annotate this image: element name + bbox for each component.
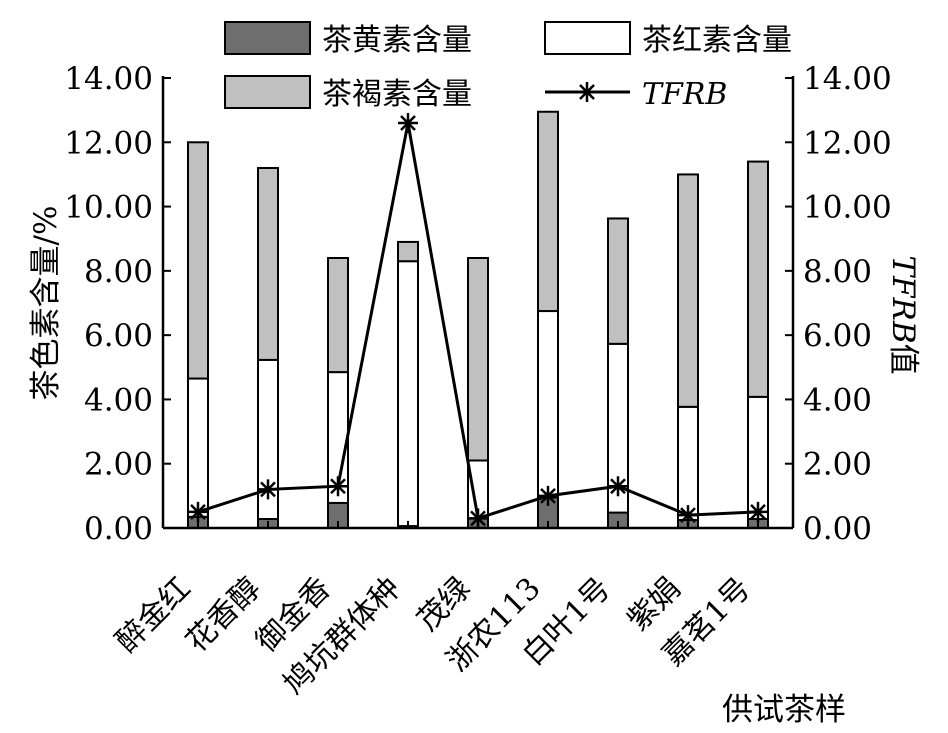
y2-axis-title-italic: TFRB (885, 255, 921, 343)
bar-3-3 (327, 257, 349, 374)
bar-3-2 (257, 167, 279, 361)
bar-2-8 (677, 405, 699, 521)
bar-3-1 (187, 141, 209, 380)
bars-layer (187, 110, 769, 530)
tfrb-point-4-shape (398, 113, 418, 133)
tfrb-point-3-shape (328, 476, 348, 497)
tfrb-point-7 (608, 476, 628, 497)
tfrb-point-5 (468, 508, 488, 529)
x-tick-label-1: 醉金红 (109, 571, 197, 659)
y2-tick-label-1: 0.00 (803, 511, 872, 547)
bar-2-6 (537, 310, 559, 499)
legend-item-1: 茶黄素含量 (224, 21, 472, 58)
y-tick-label-2: 2.00 (84, 447, 153, 483)
y2-tick-label-6: 10.00 (803, 190, 892, 226)
axes (161, 76, 795, 530)
y-tick-label-6: 10.00 (64, 190, 153, 226)
tfrb-point-8-shape (678, 505, 698, 526)
tfrb-point-8 (678, 505, 698, 526)
y-tick-label-8: 14.00 (64, 61, 153, 97)
y-tick-label-5: 8.00 (84, 254, 153, 290)
tfrb-line-layer (188, 113, 768, 529)
legend-marker (577, 82, 597, 102)
y-tick-label-7: 12.00 (64, 125, 153, 161)
legend-item-2: 茶红素含量 (544, 21, 792, 58)
y2-axis-title-suffix: 值 (885, 344, 921, 375)
legend-swatch-3 (224, 75, 311, 109)
bar-3-5 (467, 257, 489, 462)
bar-3-4 (397, 240, 419, 263)
legend-swatch-2 (544, 21, 631, 55)
legend-item-3: 茶褐素含量 (224, 75, 472, 112)
tfrb-point-9 (748, 501, 768, 522)
legend-item-4: TFRB (545, 77, 727, 112)
y-tick-label-3: 4.00 (84, 382, 153, 418)
x-axis-title: 供试茶样 (722, 692, 846, 728)
y2-tick-label-3: 4.00 (803, 382, 872, 418)
tfrb-point-5-shape (468, 508, 488, 529)
y2-tick-label-4: 6.00 (803, 318, 872, 354)
bar-2-9 (747, 395, 769, 521)
tfrb-point-4 (398, 113, 418, 133)
y-tick-label-1: 0.00 (84, 511, 153, 547)
legend-swatch-1 (224, 21, 311, 55)
tfrb-point-6 (538, 485, 558, 506)
bar-2-1 (187, 377, 209, 518)
tfrb-point-3 (328, 476, 348, 497)
bar-3-9 (747, 160, 769, 398)
bar-2-4 (397, 260, 419, 528)
x-tick-label-2: 花香醇 (179, 571, 267, 659)
tfrb-point-2-shape (258, 479, 278, 500)
tfrb-point-9-shape (748, 501, 768, 522)
legend-label-3: 茶褐素含量 (322, 77, 472, 112)
tfrb-point-2 (258, 479, 278, 500)
tfrb-point-1 (188, 501, 208, 522)
y-axis-title: 茶色素含量/% (28, 206, 64, 401)
tfrb-point-7-shape (608, 476, 628, 497)
bar-3-7 (607, 217, 629, 345)
bar-3-8 (677, 173, 699, 408)
y2-tick-label-7: 12.00 (803, 125, 892, 161)
tfrb-point-1-shape (188, 501, 208, 522)
y2-tick-label-5: 8.00 (803, 254, 872, 290)
bar-3-6 (537, 110, 559, 313)
y-tick-label-4: 6.00 (84, 318, 153, 354)
tfrb-point-6-shape (538, 485, 558, 506)
y2-tick-label-8: 14.00 (803, 61, 892, 97)
legend-marker-shape (577, 82, 597, 102)
legend-label-4: TFRB (642, 77, 727, 112)
legend-label-2: 茶红素含量 (642, 23, 792, 58)
legend-label-1: 茶黄素含量 (322, 23, 472, 58)
y2-axis-title: TFRB值 (885, 255, 921, 374)
y2-tick-label-2: 2.00 (803, 447, 872, 483)
